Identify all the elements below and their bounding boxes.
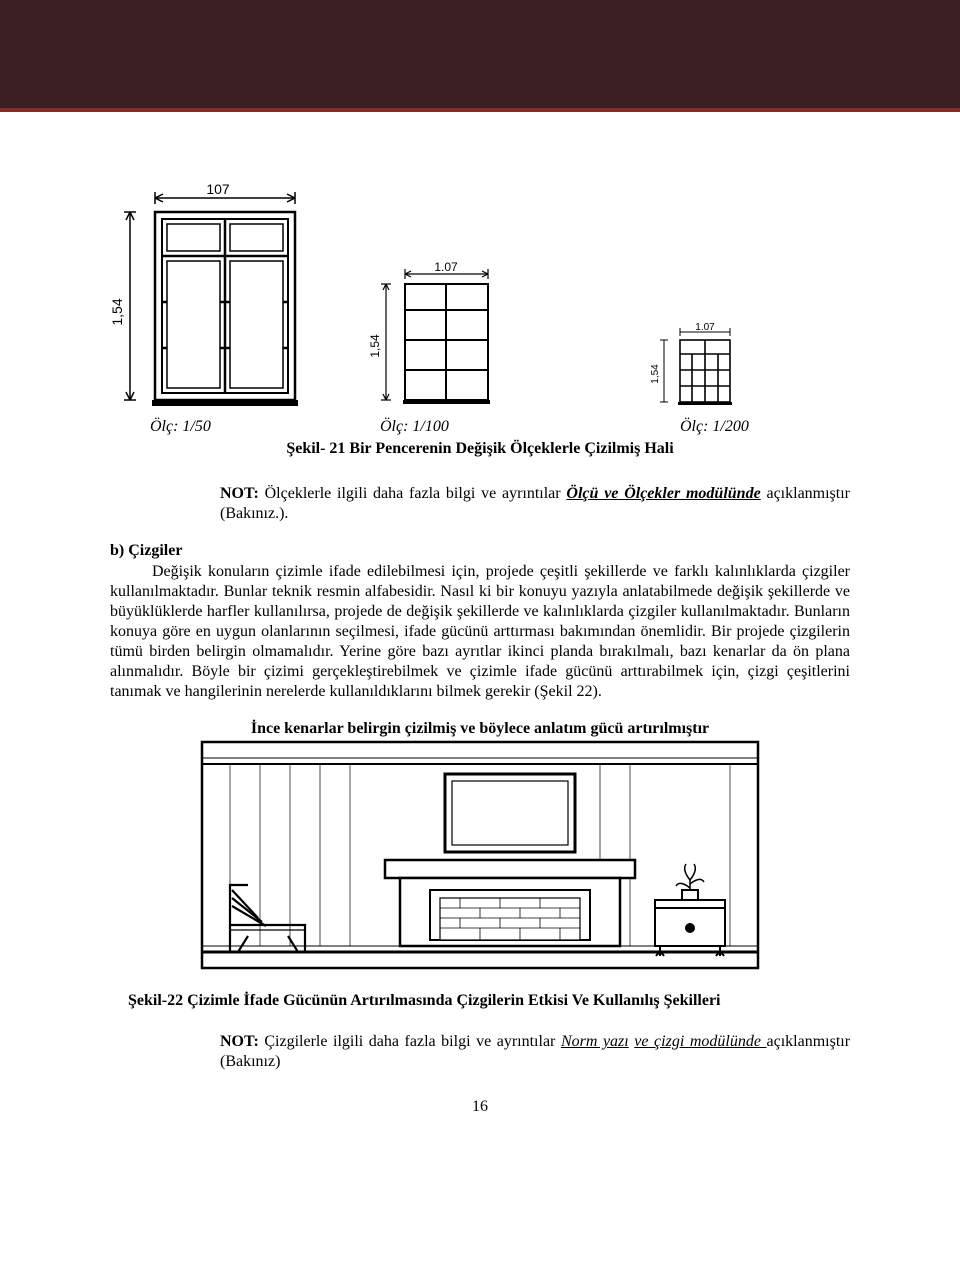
scale-label-3: Ölç: 1/200 [600, 418, 800, 436]
note-1: NOT: Ölçeklerle ilgili daha fazla bilgi … [220, 484, 850, 524]
dim-width-label: 1.07 [695, 322, 715, 333]
page-content: 107 1,54 [0, 112, 960, 1156]
dim-height-label: 1,54 [110, 298, 125, 325]
figure-21-row: 107 1,54 [110, 182, 850, 412]
note-text-before: Ölçeklerle ilgili daha fazla bilgi ve ay… [259, 485, 567, 502]
figure-21-caption: Şekil- 21 Bir Pencerenin Değişik Ölçekle… [110, 440, 850, 458]
figure-22-drawing [110, 740, 850, 970]
scale-label-1: Ölç: 1/50 [110, 418, 340, 436]
note2-link2: ve çizgi modülünde [634, 1033, 766, 1050]
note-label: NOT: [220, 485, 259, 502]
section-b-text: Değişik konuların çizimle ifade edilebil… [110, 563, 850, 700]
window-fig-small: 1.07 1,54 [650, 322, 740, 412]
note-label: NOT: [220, 1033, 259, 1050]
dim-width-label: 1.07 [434, 262, 458, 274]
page-number: 16 [110, 1098, 850, 1116]
page-header-band [0, 0, 960, 112]
dim-width-label: 107 [206, 182, 230, 197]
dim-height-label: 1,54 [370, 334, 382, 358]
section-b-title: b) Çizgiler [110, 542, 850, 560]
header-dark-strip [0, 0, 960, 108]
note-2: NOT: Çizgilerle ilgili daha fazla bilgi … [220, 1032, 850, 1072]
scale-label-2: Ölç: 1/100 [340, 418, 600, 436]
scale-labels-row: Ölç: 1/50 Ölç: 1/100 Ölç: 1/200 [110, 418, 850, 436]
note-link: Ölçü ve Ölçekler modülünde [566, 485, 760, 502]
figure-22-caption: Şekil-22 Çizimle İfade Gücünün Artırılma… [110, 992, 850, 1010]
note2-link1: Norm yazı [561, 1033, 629, 1050]
figure-22-subcaption: İnce kenarlar belirgin çizilmiş ve böyle… [110, 720, 850, 738]
section-b-body: Değişik konuların çizimle ifade edilebil… [110, 562, 850, 702]
window-fig-medium: 1.07 1,54 [370, 262, 500, 412]
window-fig-large: 107 1,54 [110, 182, 310, 412]
dim-height-label: 1,54 [650, 364, 661, 384]
note2-before: Çizgilerle ilgili daha fazla bilgi ve ay… [259, 1033, 561, 1050]
